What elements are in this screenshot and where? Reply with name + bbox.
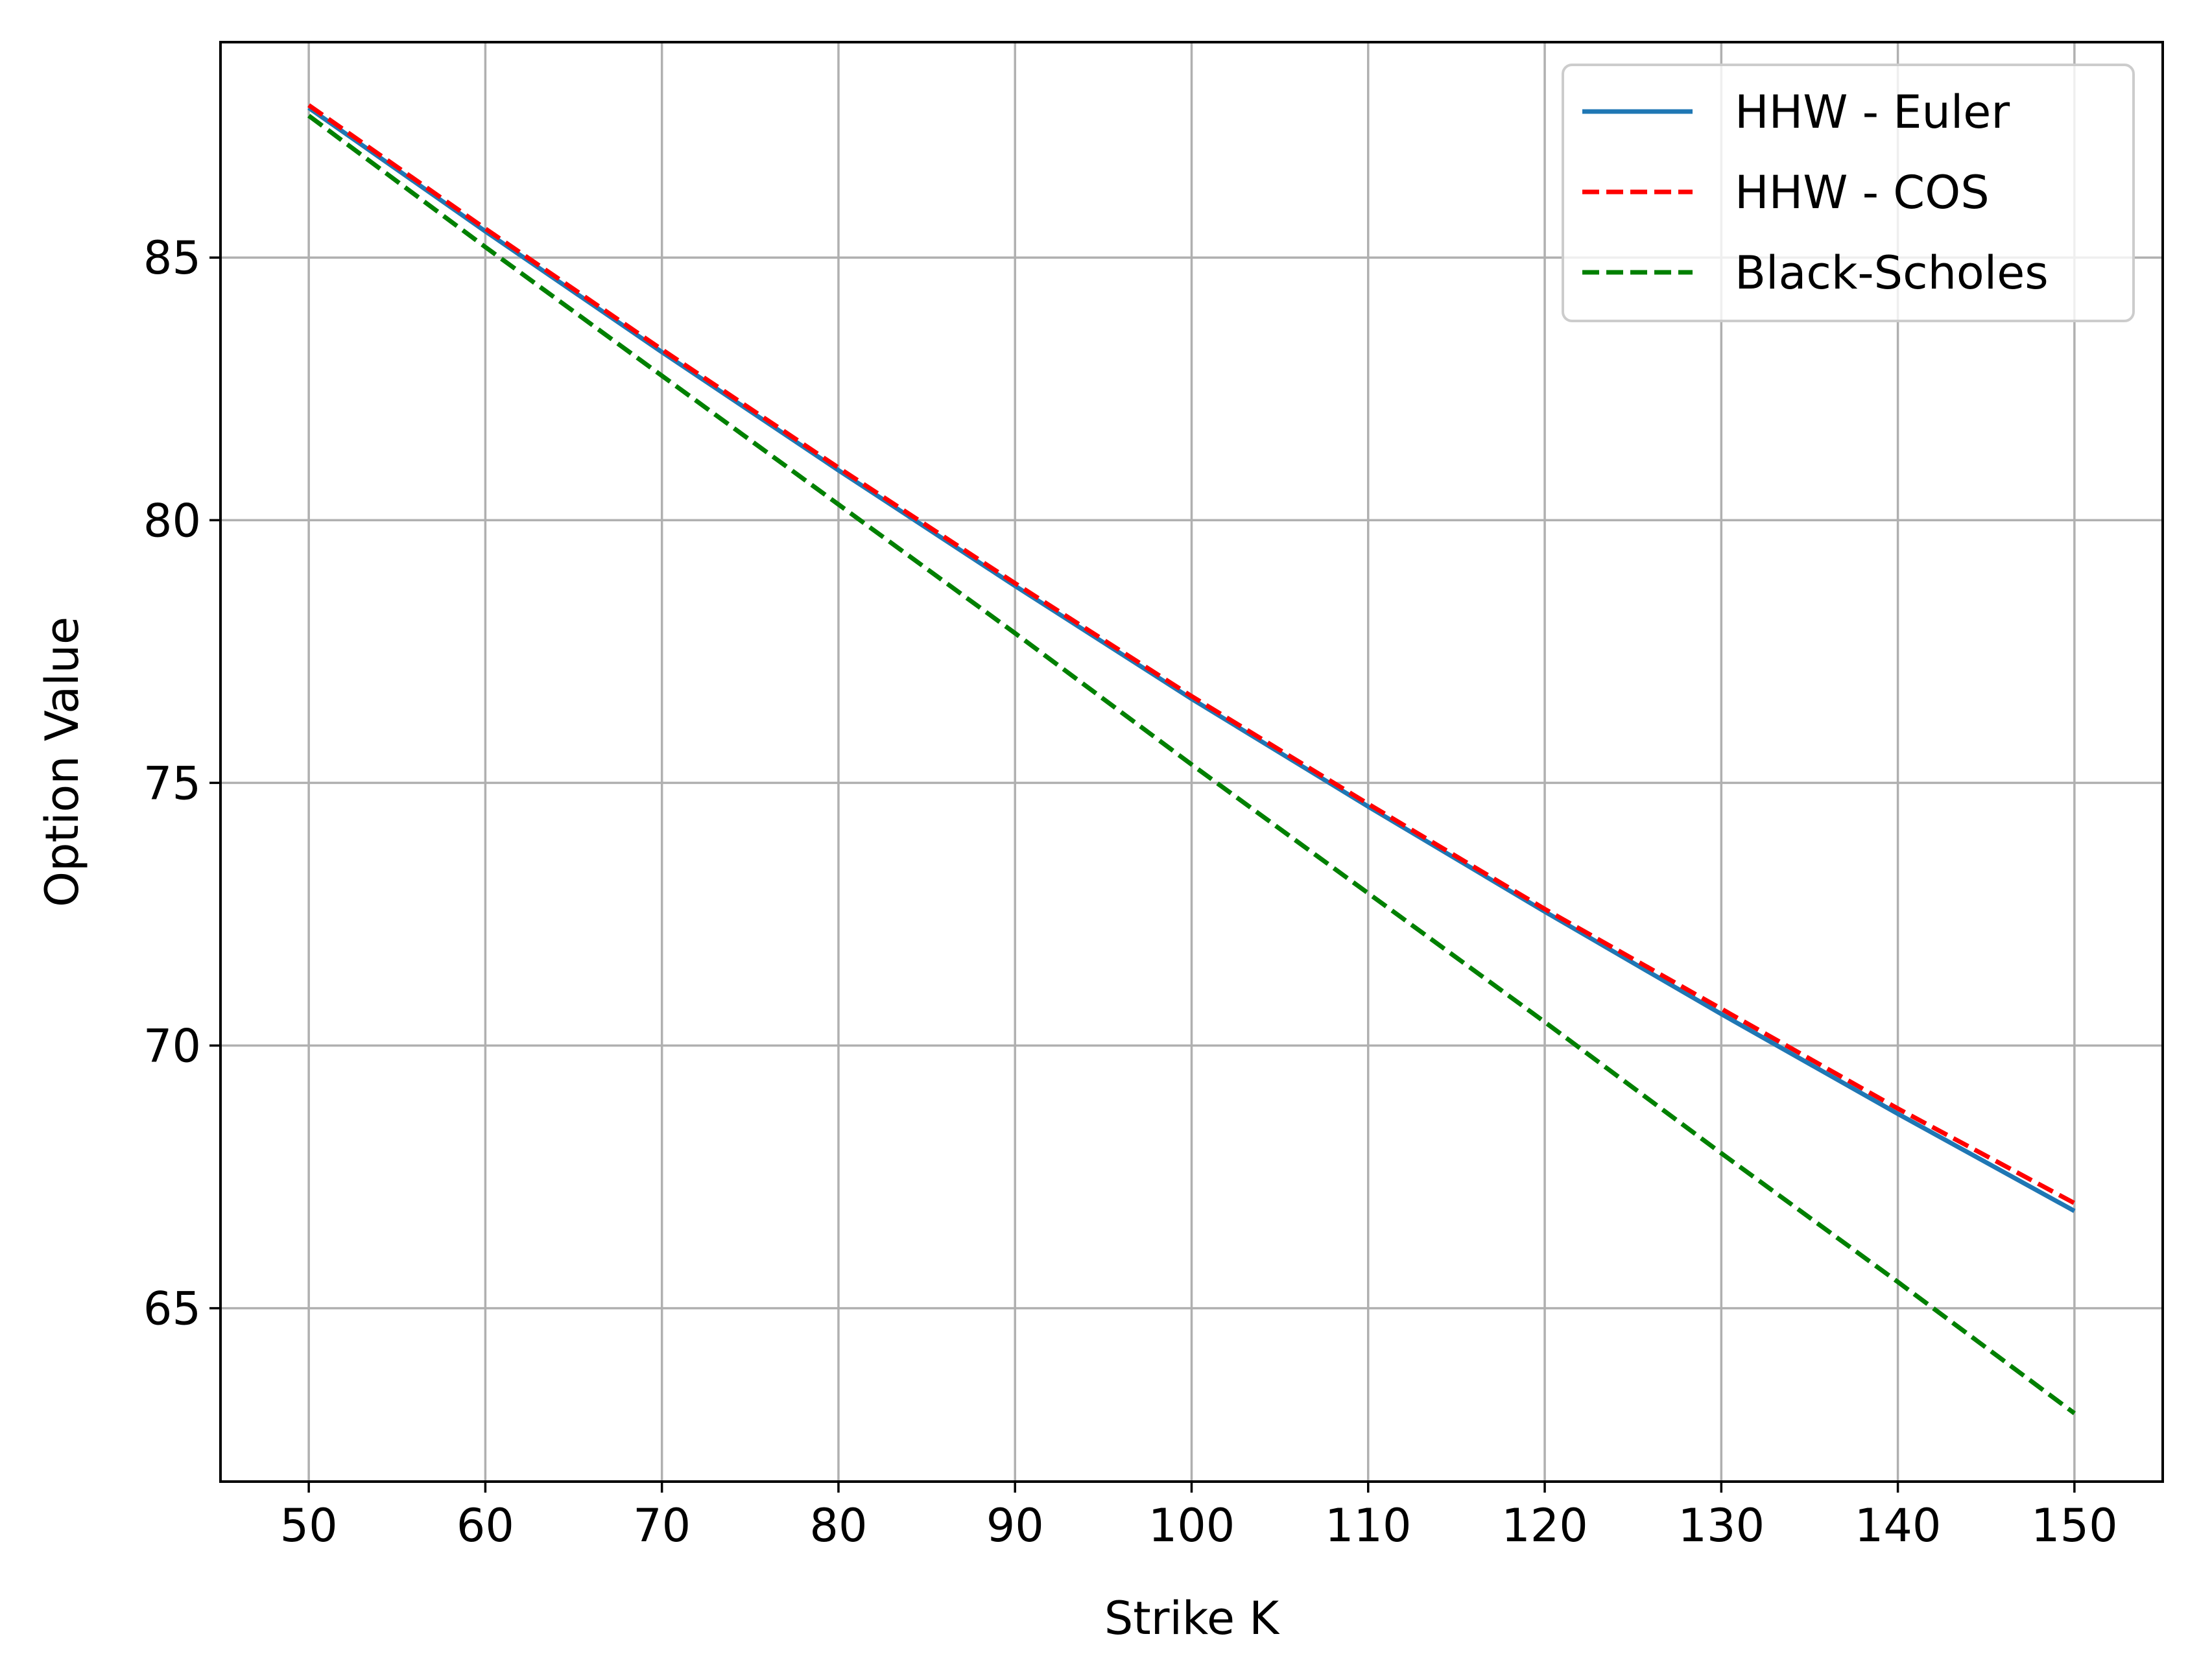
- x-tick-label: 90: [986, 1499, 1044, 1552]
- legend: HHW - Euler HHW - COS Black-Scholes: [1562, 64, 2135, 322]
- y-tick-label: 65: [143, 1283, 201, 1336]
- x-tick-label: 120: [1501, 1499, 1588, 1552]
- x-tick-label: 100: [1148, 1499, 1235, 1552]
- x-tick-label: 50: [280, 1499, 338, 1552]
- series-lines: [307, 103, 2076, 1415]
- series-line-1: [307, 103, 2076, 1205]
- y-tick-label: 75: [143, 757, 201, 810]
- legend-label: Black-Scholes: [1735, 246, 2049, 300]
- x-tick-label: 80: [809, 1499, 867, 1552]
- x-axis-label: Strike K: [1104, 1592, 1280, 1645]
- legend-box: [1562, 64, 2135, 322]
- y-tick-label: 80: [143, 494, 201, 547]
- legend-label: HHW - Euler: [1735, 86, 2010, 139]
- y-tick-label: 85: [143, 231, 201, 285]
- x-tick-label: 150: [2031, 1499, 2118, 1552]
- x-tick-label: 140: [1855, 1499, 1942, 1552]
- series-line-2: [307, 113, 2076, 1415]
- axis-ticks: 50 60 70 80 90 100 110 120 130 140 150 65 70 75 80 85: [143, 231, 2118, 1552]
- x-tick-label: 110: [1325, 1499, 1412, 1552]
- x-tick-label: 70: [633, 1499, 691, 1552]
- y-tick-label: 70: [143, 1020, 201, 1073]
- y-axis-label: Option Value: [36, 617, 89, 907]
- legend-label: HHW - COS: [1735, 166, 1990, 219]
- x-tick-label: 130: [1678, 1499, 1765, 1552]
- x-tick-label: 60: [457, 1499, 514, 1552]
- series-line-0: [307, 106, 2076, 1213]
